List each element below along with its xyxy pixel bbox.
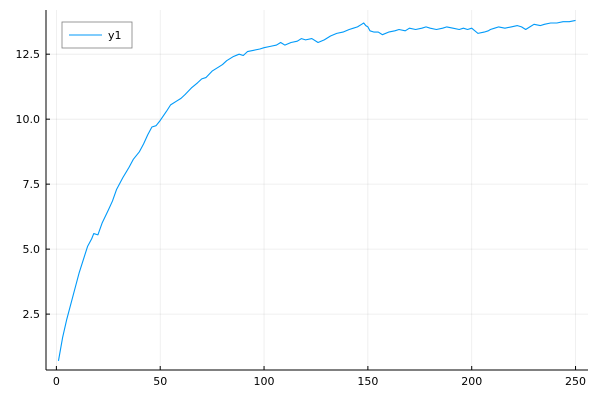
x-tick-label: 150 [357,375,378,388]
legend: y1 [61,21,133,49]
x-tick-label: 50 [153,375,167,388]
y-axis-ticks: 2.5 5.0 7.5 10.0 12.5 [16,48,50,321]
y-tick-label: 7.5 [23,178,41,191]
x-axis-ticks: 0 50 100 150 200 250 [53,366,586,388]
x-tick-label: 100 [254,375,275,388]
y-tick-label: 12.5 [16,48,41,61]
series-layer [57,19,576,361]
y-tick-label: 10.0 [16,113,41,126]
x-grid [55,10,576,370]
x-tick-label: 200 [461,375,482,388]
y-grid [46,53,588,315]
legend-label-y1: y1 [108,29,122,42]
x-tick-label: 250 [565,375,586,388]
series-line-y1 [57,19,576,361]
x-tick-label: 0 [53,375,60,388]
axes [45,10,588,371]
y-tick-label: 5.0 [23,243,41,256]
y-tick-label: 2.5 [23,308,41,321]
